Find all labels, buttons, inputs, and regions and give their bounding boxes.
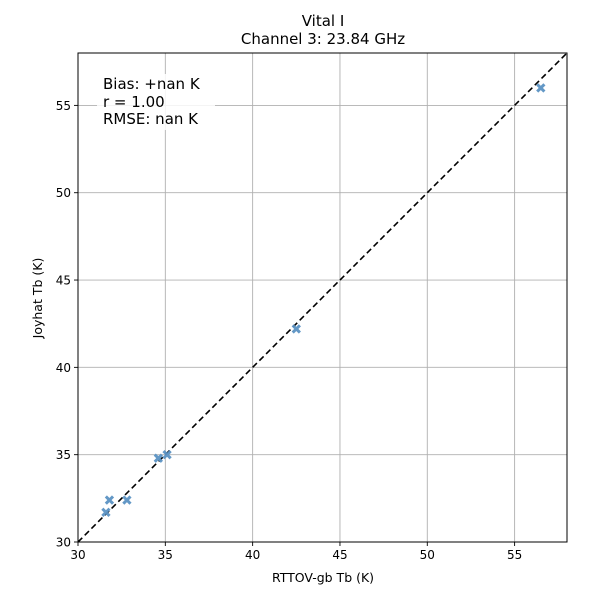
stats-box: Bias: +nan K r = 1.00 RMSE: nan K <box>97 74 215 130</box>
data-point <box>536 83 546 93</box>
y-tick-label: 55 <box>56 99 71 113</box>
data-point <box>104 495 115 505</box>
data-points <box>101 83 546 517</box>
x-tick-label: 55 <box>507 548 522 562</box>
y-tick-label: 50 <box>56 186 71 200</box>
x-tick-label: 40 <box>245 548 260 562</box>
data-point <box>291 324 301 334</box>
y-tick-label: 45 <box>56 274 71 288</box>
plot-area-frame <box>77 52 568 543</box>
axis-ticks: 30 35 40 45 50 55 30 35 40 45 50 55 <box>56 99 523 562</box>
y-tick-label: 35 <box>56 448 71 462</box>
x-tick-label: 35 <box>158 548 173 562</box>
chart-subtitle: Channel 3: 23.84 GHz <box>241 30 405 48</box>
chart-title: Vital I <box>302 12 345 30</box>
x-tick-label: 30 <box>70 548 85 562</box>
data-point <box>122 495 132 505</box>
stats-rmse: RMSE: nan K <box>103 110 199 128</box>
data-point <box>101 507 111 517</box>
y-tick-label: 30 <box>56 536 71 550</box>
x-tick-label: 50 <box>420 548 435 562</box>
y-tick-label: 40 <box>56 361 71 375</box>
stats-box-background <box>97 74 215 130</box>
stats-correlation: r = 1.00 <box>103 93 165 111</box>
data-point <box>162 450 172 460</box>
stats-bias: Bias: +nan K <box>103 75 201 93</box>
data-point <box>153 453 163 463</box>
x-axis-label: RTTOV-gb Tb (K) <box>272 570 374 585</box>
x-tick-label: 45 <box>332 548 347 562</box>
y-axis-label: Joyhat Tb (K) <box>30 258 45 340</box>
